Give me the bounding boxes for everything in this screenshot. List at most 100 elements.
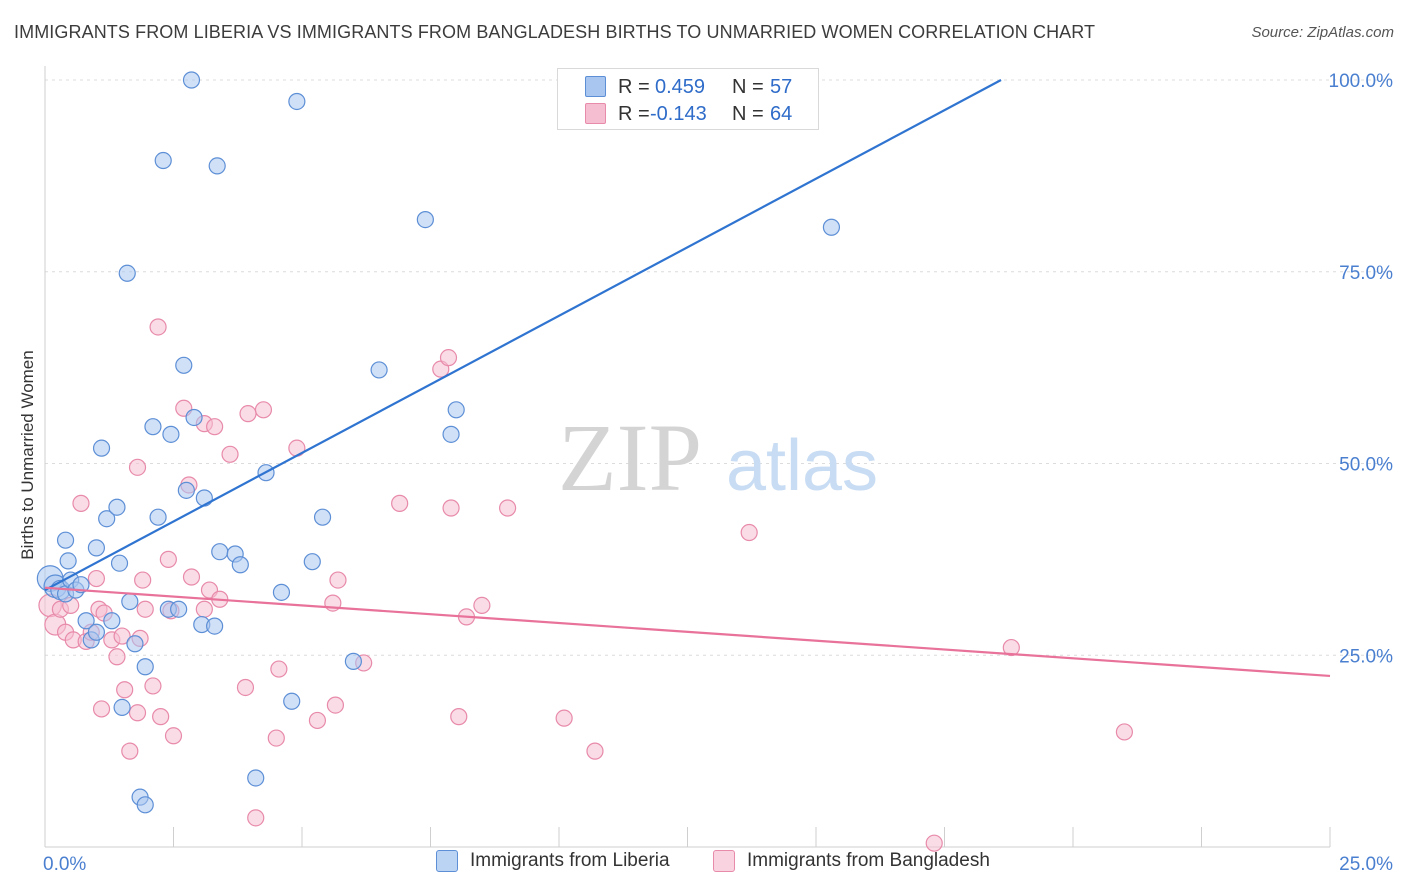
bangladesh-point — [740, 523, 758, 542]
liberia-point — [59, 552, 77, 570]
bangladesh-point — [128, 458, 147, 476]
y-axis-label: Births to Unmarried Women — [18, 350, 37, 559]
bangladesh-point — [247, 809, 265, 827]
source-label: Source: ZipAtlas.com — [1251, 24, 1394, 41]
liberia-point — [103, 612, 121, 630]
bangladesh-point — [128, 704, 147, 722]
bangladesh-point — [267, 729, 285, 747]
legend-bangladesh-swatch — [713, 850, 735, 872]
legend-item-bangladesh[interactable]: Immigrants from Bangladesh — [713, 850, 990, 872]
tick-labels: 25.0% 50.0% 75.0% 100.0% 0.0% 25.0% — [43, 71, 1393, 875]
liberia-point — [313, 508, 332, 526]
legend-bangladesh-label: Immigrants from Bangladesh — [747, 850, 990, 871]
watermark-zip: ZIP — [558, 404, 702, 511]
bangladesh-point — [239, 405, 257, 423]
bangladesh-point — [499, 499, 517, 517]
liberia-point — [206, 617, 224, 635]
bangladesh-point — [925, 834, 943, 852]
liberia-point — [113, 698, 131, 717]
liberia-point — [77, 612, 95, 630]
chart-title: IMMIGRANTS FROM LIBERIA VS IMMIGRANTS FR… — [14, 22, 1096, 42]
bangladesh-point — [152, 708, 170, 726]
liberia-point — [272, 583, 291, 601]
bangladesh-point — [1002, 638, 1020, 657]
bangladesh-point — [116, 681, 134, 699]
liberia-point — [447, 401, 465, 419]
liberia-point — [185, 408, 203, 427]
bangladesh-point — [270, 660, 288, 678]
bangladesh-point — [473, 596, 491, 614]
liberia-swatch — [585, 76, 606, 97]
trend-lines — [44, 79, 1331, 678]
liberia-point — [149, 508, 167, 526]
bangladesh-point — [136, 600, 154, 618]
legend-item-liberia[interactable]: Immigrants from Liberia — [436, 850, 670, 872]
bangladesh-point — [439, 349, 458, 367]
bangladesh-point — [442, 499, 460, 517]
liberia-point — [288, 92, 306, 111]
liberia-point — [126, 635, 144, 653]
liberia-point — [118, 264, 136, 282]
liberia-r-label: R = — [618, 76, 650, 98]
bangladesh-points — [38, 318, 1134, 852]
liberia-point — [177, 481, 195, 499]
x-tick-label-max: 25.0% — [1339, 854, 1393, 875]
y-tick-label: 75.0% — [1339, 263, 1393, 284]
bangladesh-point — [159, 550, 177, 568]
y-tick-label: 50.0% — [1339, 455, 1393, 476]
bangladesh-point — [450, 708, 468, 726]
watermark: ZIP atlas — [558, 404, 878, 511]
liberia-point — [144, 418, 162, 436]
liberia-point — [370, 361, 388, 379]
bangladesh-n-value: 64 — [770, 103, 793, 125]
liberia-n-value: 57 — [770, 76, 793, 98]
bangladesh-trend-line — [44, 586, 1331, 678]
bangladesh-point — [121, 742, 139, 760]
liberia-point — [195, 489, 213, 507]
watermark-atlas: atlas — [726, 426, 878, 506]
bangladesh-point — [113, 627, 131, 645]
bangladesh-point — [236, 678, 255, 697]
bangladesh-point — [254, 401, 273, 419]
liberia-point — [175, 356, 193, 374]
liberia-point — [211, 543, 229, 561]
bangladesh-point — [182, 568, 201, 586]
liberia-point — [303, 553, 321, 571]
axes — [44, 66, 1331, 848]
liberia-point — [162, 425, 180, 443]
liberia-point — [154, 151, 172, 170]
x-tick-label-min: 0.0% — [43, 854, 86, 875]
bangladesh-point — [72, 494, 90, 512]
liberia-point — [182, 71, 201, 89]
bangladesh-point — [555, 709, 573, 727]
liberia-point — [208, 157, 226, 175]
liberia-point — [56, 531, 75, 549]
bangladesh-r-value: -0.143 — [650, 103, 707, 125]
bangladesh-point — [308, 711, 327, 730]
liberia-point — [121, 592, 139, 611]
liberia-point — [92, 439, 111, 457]
liberia-point — [108, 498, 126, 516]
liberia-point — [98, 510, 116, 528]
bangladesh-point — [206, 418, 224, 436]
bangladesh-point — [329, 571, 347, 589]
liberia-point — [283, 692, 301, 710]
liberia-point — [231, 556, 249, 574]
bangladesh-point — [1115, 723, 1134, 741]
liberia-n-label: N = — [732, 76, 764, 98]
legend-liberia-swatch — [436, 850, 458, 872]
bangladesh-point — [134, 571, 152, 589]
bangladesh-point — [87, 569, 106, 588]
liberia-point — [72, 576, 90, 594]
bangladesh-swatch — [585, 103, 606, 124]
bangladesh-point — [149, 318, 167, 336]
liberia-r-value: 0.459 — [655, 76, 706, 98]
liberia-point — [344, 652, 362, 670]
bangladesh-point — [391, 494, 409, 512]
liberia-point — [416, 210, 434, 229]
liberia-point — [247, 769, 265, 787]
liberia-point — [87, 623, 106, 641]
bangladesh-r-label: R = — [618, 103, 650, 125]
liberia-point — [87, 539, 106, 557]
y-tick-label: 25.0% — [1339, 646, 1393, 667]
